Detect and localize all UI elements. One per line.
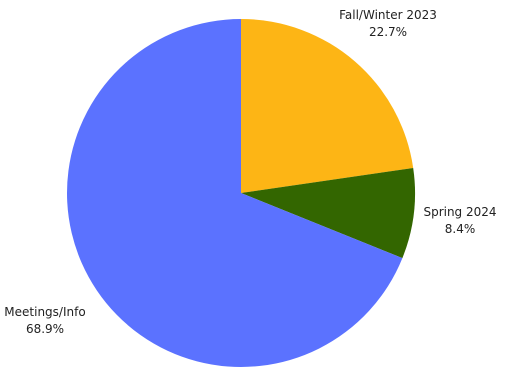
slice-label-group-fall-winter-2023: Fall/Winter 2023 22.7%: [339, 8, 437, 39]
pie-slices: [67, 19, 416, 367]
slice-pct-meetings-info: 68.9%: [26, 322, 64, 336]
slice-label-meetings-info: Meetings/Info: [4, 305, 85, 319]
pie-slice-fall-winter-2023: [241, 19, 414, 193]
slice-label-group-meetings-info: Meetings/Info 68.9%: [4, 305, 85, 336]
pie-slice-meetings-info: [67, 19, 403, 367]
slice-label-fall-winter-2023: Fall/Winter 2023: [339, 8, 437, 22]
slice-pct-fall-winter-2023: 22.7%: [369, 25, 407, 39]
pie-slice-spring-2024: [241, 167, 416, 259]
slice-label-spring-2024: Spring 2024: [423, 205, 496, 219]
slice-pct-spring-2024: 8.4%: [445, 222, 476, 236]
slice-label-group-spring-2024: Spring 2024 8.4%: [423, 205, 496, 236]
